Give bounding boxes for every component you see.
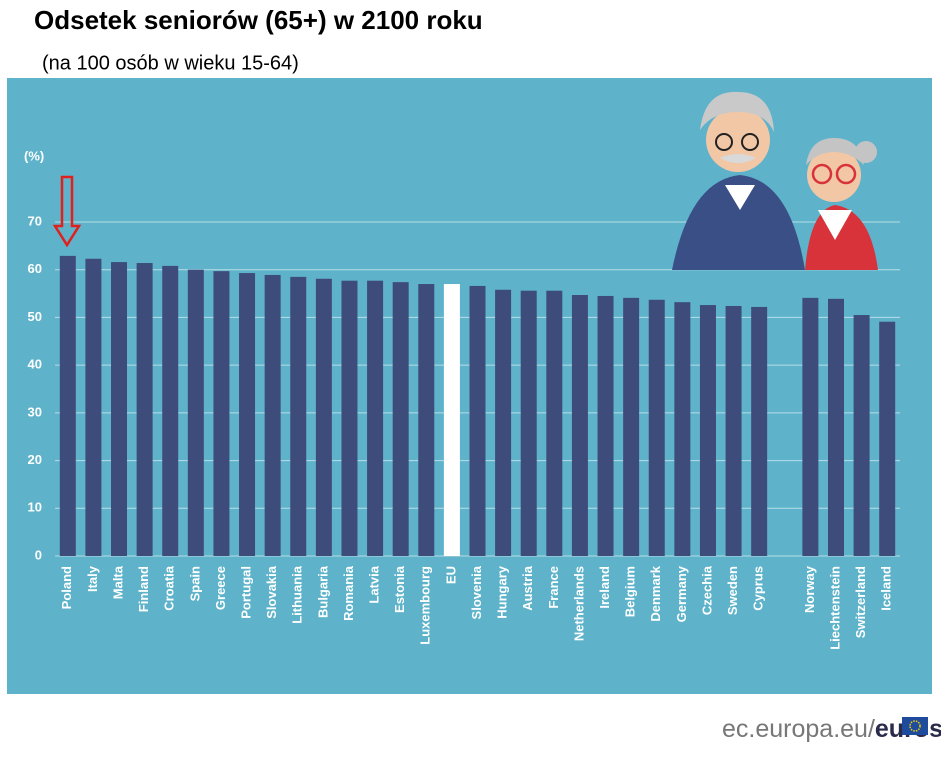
bar: [111, 262, 128, 556]
x-tick-label: Switzerland: [853, 566, 868, 638]
x-tick-label: Belgium: [623, 566, 638, 617]
y-tick-label: 20: [28, 452, 42, 467]
y-tick-label: 50: [28, 309, 42, 324]
bar: [648, 299, 665, 556]
bar: [571, 295, 588, 556]
y-tick-label: 30: [28, 404, 42, 419]
bar: [341, 280, 358, 556]
y-tick-label: 10: [28, 500, 42, 515]
bar: [443, 284, 460, 556]
bar: [187, 269, 204, 556]
x-tick-label: Estonia: [392, 565, 407, 613]
bar: [674, 302, 691, 556]
bar: [162, 265, 179, 556]
bar: [264, 274, 281, 556]
bar: [392, 282, 409, 556]
bar: [59, 255, 76, 556]
bar: [85, 258, 102, 556]
x-tick-label: Hungary: [495, 565, 510, 619]
y-axis-label: (%): [24, 148, 44, 163]
bar: [290, 276, 307, 556]
x-tick-label: Bulgaria: [315, 565, 330, 618]
y-tick-label: 0: [35, 547, 42, 562]
bar: [751, 306, 768, 556]
bar: [136, 263, 153, 556]
x-tick-label: Lithuania: [290, 565, 305, 624]
x-tick-label: EU: [443, 566, 458, 584]
x-tick-label: Malta: [110, 565, 125, 599]
chart-title: Odsetek seniorów (65+) w 2100 roku: [34, 5, 483, 35]
x-tick-label: Cyprus: [751, 566, 766, 611]
x-tick-label: Slovakia: [264, 565, 279, 619]
x-tick-label: Netherlands: [571, 566, 586, 641]
x-tick-label: Norway: [802, 565, 817, 613]
bar: [827, 298, 844, 556]
bar: [367, 280, 384, 556]
bar: [469, 285, 486, 556]
bar: [418, 284, 435, 556]
source-url: ec.europa.eu/: [722, 715, 875, 743]
x-tick-label: Luxembourg: [418, 566, 433, 645]
y-tick-label: 70: [28, 213, 42, 228]
x-tick-label: France: [546, 566, 561, 609]
x-tick-label: Romania: [341, 565, 356, 621]
x-tick-label: Spain: [187, 566, 202, 601]
x-tick-label: Finland: [136, 566, 151, 612]
x-tick-label: Portugal: [238, 566, 253, 619]
x-tick-label: Italy: [85, 565, 100, 592]
x-tick-label: Croatia: [162, 565, 177, 611]
bar: [520, 290, 537, 556]
x-tick-label: Greece: [213, 566, 228, 610]
eu-flag: [902, 717, 928, 735]
x-tick-label: Denmark: [648, 565, 663, 621]
x-tick-label: Germany: [674, 565, 689, 622]
bar: [802, 297, 819, 556]
y-tick-label: 40: [28, 357, 42, 372]
x-tick-label: Austria: [520, 565, 535, 611]
x-tick-label: Latvia: [367, 565, 382, 603]
highlight-arrow: [52, 175, 82, 248]
bar: [879, 321, 896, 556]
bar: [213, 271, 230, 556]
y-tick-label: 60: [28, 261, 42, 276]
bar: [495, 289, 512, 556]
x-tick-label: Slovenia: [469, 565, 484, 619]
x-tick-label: Iceland: [879, 566, 894, 611]
bar: [546, 290, 563, 556]
bar: [699, 305, 716, 556]
chart-subtitle: (na 100 osób w wieku 15-64): [42, 52, 299, 74]
bar: [597, 295, 614, 556]
bar: [725, 305, 742, 556]
x-tick-label: Czechia: [699, 565, 714, 615]
bar: [315, 278, 332, 556]
bar: [623, 297, 640, 556]
bar: [239, 273, 256, 556]
seniors-illustration: [672, 91, 878, 270]
x-tick-label: Liechtenstein: [827, 566, 842, 650]
x-tick-label: Sweden: [725, 566, 740, 615]
x-tick-label: Ireland: [597, 566, 612, 609]
x-tick-label: Poland: [59, 566, 74, 609]
bar: [853, 315, 870, 556]
